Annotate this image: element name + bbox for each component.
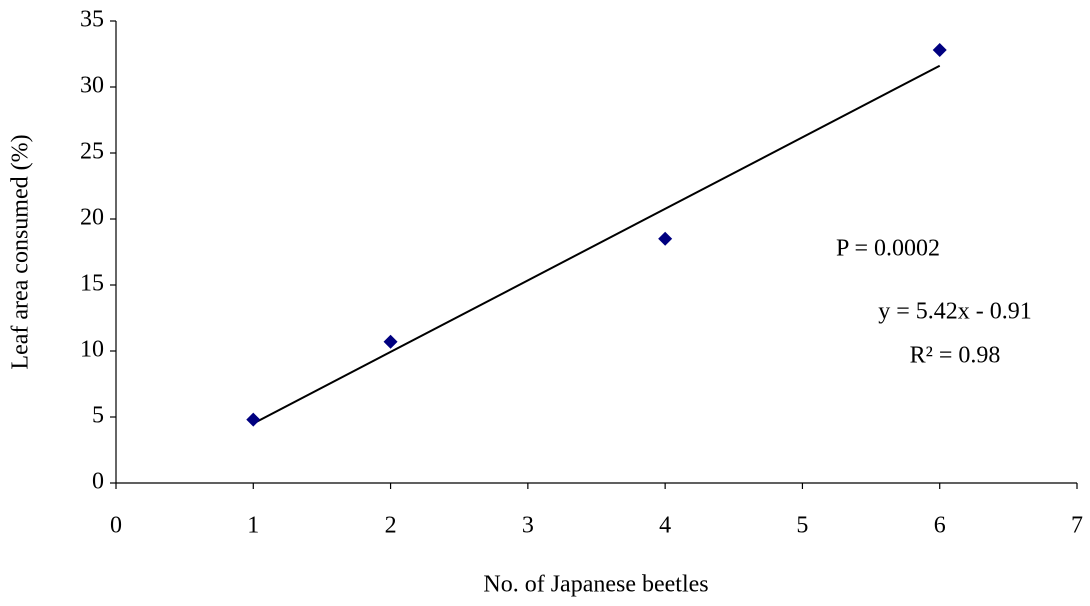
data-point bbox=[383, 334, 398, 349]
x-tick-label: 3 bbox=[522, 513, 534, 539]
y-tick-label: 5 bbox=[92, 403, 104, 429]
annotation: y = 5.42x - 0.91 bbox=[878, 299, 1032, 325]
x-axis-label: No. of Japanese beetles bbox=[483, 572, 708, 598]
annotation: P = 0.0002 bbox=[836, 236, 940, 262]
y-tick-label: 30 bbox=[80, 73, 104, 99]
y-tick-label: 35 bbox=[80, 7, 104, 33]
y-tick-label: 20 bbox=[80, 205, 104, 231]
data-point bbox=[932, 43, 947, 58]
data-point bbox=[246, 412, 261, 427]
trendline bbox=[252, 64, 941, 425]
x-tick-label: 7 bbox=[1071, 513, 1083, 539]
x-tick-label: 0 bbox=[110, 513, 122, 539]
y-tick-label: 15 bbox=[80, 271, 104, 297]
y-tick-label: 25 bbox=[80, 139, 104, 165]
data-point bbox=[658, 231, 673, 246]
annotation: R² = 0.98 bbox=[910, 343, 1001, 369]
y-axis-label: Leaf area consumed (%) bbox=[8, 134, 34, 369]
x-tick-label: 5 bbox=[796, 513, 808, 539]
x-tick-label: 6 bbox=[934, 513, 946, 539]
y-tick-label: 0 bbox=[92, 469, 104, 495]
y-tick-label: 10 bbox=[80, 337, 104, 363]
x-tick-label: 1 bbox=[247, 513, 259, 539]
x-tick-label: 4 bbox=[659, 513, 671, 539]
x-tick-label: 2 bbox=[385, 513, 397, 539]
